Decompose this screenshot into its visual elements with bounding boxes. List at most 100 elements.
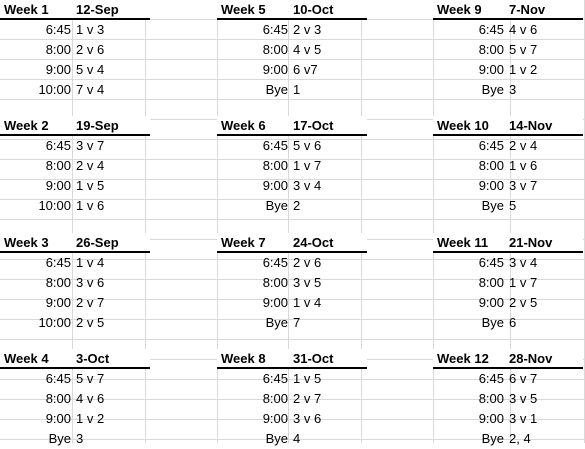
week-date[interactable]: 7-Nov: [509, 2, 546, 17]
week-label[interactable]: Week 11: [437, 235, 489, 250]
matchup-cell[interactable]: 2 v 7: [76, 295, 105, 310]
time-cell[interactable]: Bye: [481, 315, 504, 330]
time-cell[interactable]: 6:45: [262, 138, 288, 153]
week-date[interactable]: 28-Nov: [509, 351, 553, 366]
matchup-cell[interactable]: 2 v 4: [76, 158, 105, 173]
week-date[interactable]: 21-Nov: [509, 235, 553, 250]
week-label[interactable]: Week 9: [437, 2, 482, 17]
time-cell[interactable]: Bye: [265, 315, 288, 330]
time-cell[interactable]: 6:45: [45, 22, 71, 37]
time-cell[interactable]: 6:45: [478, 22, 504, 37]
time-cell[interactable]: 8:00: [262, 275, 288, 290]
week-label[interactable]: Week 12: [437, 351, 489, 366]
matchup-cell[interactable]: 6 v 7: [509, 371, 538, 386]
week-date[interactable]: 31-Oct: [293, 351, 334, 366]
matchup-cell[interactable]: 1 v 2: [509, 62, 538, 77]
matchup-cell[interactable]: 2 v 6: [293, 255, 322, 270]
matchup-cell[interactable]: 5 v 7: [509, 42, 538, 57]
matchup-cell[interactable]: 4 v 6: [76, 391, 105, 406]
week-date[interactable]: 3-Oct: [76, 351, 110, 366]
matchup-cell[interactable]: 1 v 6: [509, 158, 538, 173]
matchup-cell[interactable]: 1: [293, 82, 301, 97]
time-cell[interactable]: 8:00: [45, 391, 71, 406]
time-cell[interactable]: 9:00: [262, 62, 288, 77]
matchup-cell[interactable]: 1 v 4: [293, 295, 322, 310]
week-date[interactable]: 14-Nov: [509, 118, 553, 133]
time-cell[interactable]: Bye: [265, 431, 288, 446]
time-cell[interactable]: 6:45: [262, 22, 288, 37]
matchup-cell[interactable]: 2 v 4: [509, 138, 538, 153]
time-cell[interactable]: 10:00: [38, 82, 71, 97]
matchup-cell[interactable]: 2 v 3: [293, 22, 322, 37]
time-cell[interactable]: 10:00: [38, 198, 71, 213]
matchup-cell[interactable]: 2 v 6: [76, 42, 105, 57]
time-cell[interactable]: 9:00: [478, 62, 504, 77]
matchup-cell[interactable]: 3 v 4: [293, 178, 322, 193]
matchup-cell[interactable]: 2 v 7: [293, 391, 322, 406]
time-cell[interactable]: 8:00: [45, 158, 71, 173]
matchup-cell[interactable]: 5: [509, 198, 517, 213]
time-cell[interactable]: 8:00: [45, 42, 71, 57]
matchup-cell[interactable]: 2 v 5: [509, 295, 538, 310]
matchup-cell[interactable]: 2, 4: [509, 431, 531, 446]
matchup-cell[interactable]: 4 v 5: [293, 42, 322, 57]
time-cell[interactable]: Bye: [48, 431, 71, 446]
matchup-cell[interactable]: 2: [293, 198, 301, 213]
time-cell[interactable]: 9:00: [262, 295, 288, 310]
matchup-cell[interactable]: 4 v 6: [509, 22, 538, 37]
matchup-cell[interactable]: 6 v7: [293, 62, 318, 77]
matchup-cell[interactable]: 5 v 4: [76, 62, 105, 77]
matchup-cell[interactable]: 3 v 4: [509, 255, 538, 270]
time-cell[interactable]: 6:45: [478, 138, 504, 153]
week-label[interactable]: Week 5: [221, 2, 266, 17]
week-label[interactable]: Week 6: [221, 118, 266, 133]
time-cell[interactable]: 8:00: [478, 42, 504, 57]
time-cell[interactable]: 9:00: [45, 62, 71, 77]
time-cell[interactable]: 10:00: [38, 315, 71, 330]
time-cell[interactable]: 8:00: [45, 275, 71, 290]
week-date[interactable]: 12-Sep: [76, 2, 119, 17]
week-date[interactable]: 24-Oct: [293, 235, 334, 250]
matchup-cell[interactable]: 7 v 4: [76, 82, 105, 97]
matchup-cell[interactable]: 1 v 7: [293, 158, 322, 173]
time-cell[interactable]: Bye: [481, 198, 504, 213]
matchup-cell[interactable]: 3 v 6: [293, 411, 322, 426]
matchup-cell[interactable]: 4: [293, 431, 301, 446]
time-cell[interactable]: Bye: [481, 431, 504, 446]
matchup-cell[interactable]: 1 v 4: [76, 255, 105, 270]
time-cell[interactable]: 8:00: [262, 158, 288, 173]
time-cell[interactable]: 6:45: [478, 371, 504, 386]
time-cell[interactable]: 8:00: [478, 391, 504, 406]
matchup-cell[interactable]: 3 v 1: [509, 411, 538, 426]
matchup-cell[interactable]: 1 v 6: [76, 198, 105, 213]
matchup-cell[interactable]: 6: [509, 315, 517, 330]
matchup-cell[interactable]: 2 v 5: [76, 315, 105, 330]
matchup-cell[interactable]: 1 v 5: [293, 371, 322, 386]
time-cell[interactable]: 9:00: [262, 178, 288, 193]
matchup-cell[interactable]: 3 v 7: [509, 178, 538, 193]
week-label[interactable]: Week 3: [4, 235, 49, 250]
week-label[interactable]: Week 10: [437, 118, 489, 133]
week-date[interactable]: 26-Sep: [76, 235, 119, 250]
week-label[interactable]: Week 4: [4, 351, 49, 366]
week-label[interactable]: Week 7: [221, 235, 266, 250]
week-date[interactable]: 19-Sep: [76, 118, 119, 133]
matchup-cell[interactable]: 3 v 7: [76, 138, 105, 153]
time-cell[interactable]: 8:00: [478, 158, 504, 173]
time-cell[interactable]: 9:00: [478, 411, 504, 426]
time-cell[interactable]: 8:00: [262, 42, 288, 57]
matchup-cell[interactable]: 1 v 2: [76, 411, 105, 426]
week-date[interactable]: 10-Oct: [293, 2, 334, 17]
matchup-cell[interactable]: 5 v 7: [76, 371, 105, 386]
week-date[interactable]: 17-Oct: [293, 118, 334, 133]
matchup-cell[interactable]: 3 v 5: [293, 275, 322, 290]
matchup-cell[interactable]: 3 v 6: [76, 275, 105, 290]
week-label[interactable]: Week 8: [221, 351, 266, 366]
matchup-cell[interactable]: 1 v 3: [76, 22, 105, 37]
time-cell[interactable]: 9:00: [478, 178, 504, 193]
week-label[interactable]: Week 1: [4, 2, 49, 17]
matchup-cell[interactable]: 5 v 6: [293, 138, 322, 153]
matchup-cell[interactable]: 1 v 5: [76, 178, 105, 193]
time-cell[interactable]: 9:00: [478, 295, 504, 310]
time-cell[interactable]: Bye: [481, 82, 504, 97]
